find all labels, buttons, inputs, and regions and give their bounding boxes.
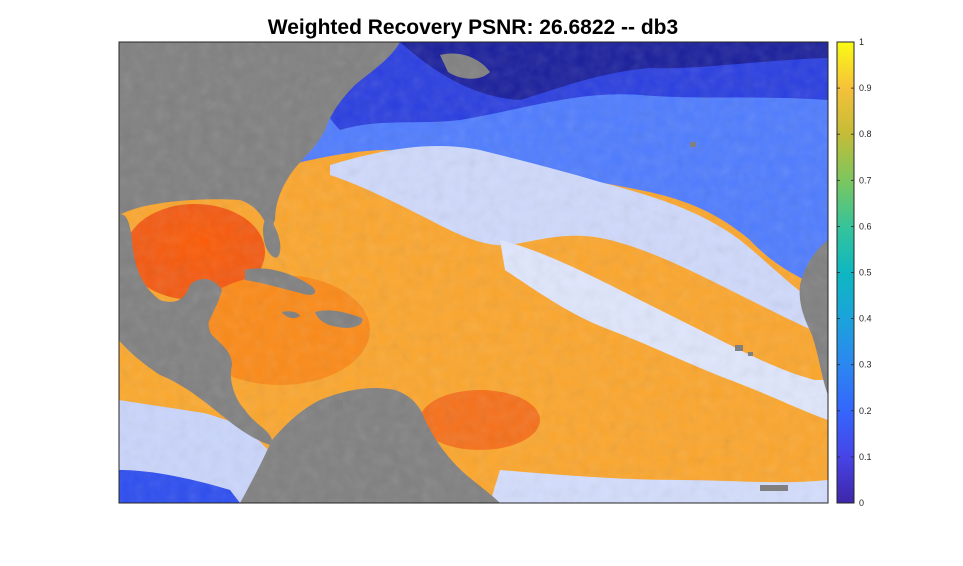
plot-axes-frame [118, 41, 829, 504]
colorbar-tick-label: 0 [859, 498, 864, 508]
colorbar-tick-label: 0.2 [859, 406, 872, 416]
colorbar-ticks: 0 0.1 0.2 0.3 0.4 0.5 0.6 0.7 0.8 0.9 1 [837, 37, 872, 508]
colorbar-tick-label: 0.1 [859, 452, 872, 462]
heatmap-image [119, 42, 828, 503]
small-islands [335, 142, 788, 491]
colorbar-tick-label: 0.5 [859, 268, 872, 278]
colorbar-tick-label: 0.9 [859, 83, 872, 93]
chart-title: Weighted Recovery PSNR: 26.6822 -- db3 [268, 16, 678, 39]
colorbar-tick-label: 0.7 [859, 175, 872, 185]
colorbar-tick-label: 1 [859, 37, 864, 47]
colorbar-tick-label: 0.4 [859, 314, 872, 324]
colorbar-tick-label: 0.3 [859, 360, 872, 370]
colorbar-tick-label: 0.6 [859, 221, 872, 231]
colorbar: 0 0.1 0.2 0.3 0.4 0.5 0.6 0.7 0.8 0.9 1 [836, 37, 872, 508]
colorbar-tick-label: 0.8 [859, 129, 872, 139]
